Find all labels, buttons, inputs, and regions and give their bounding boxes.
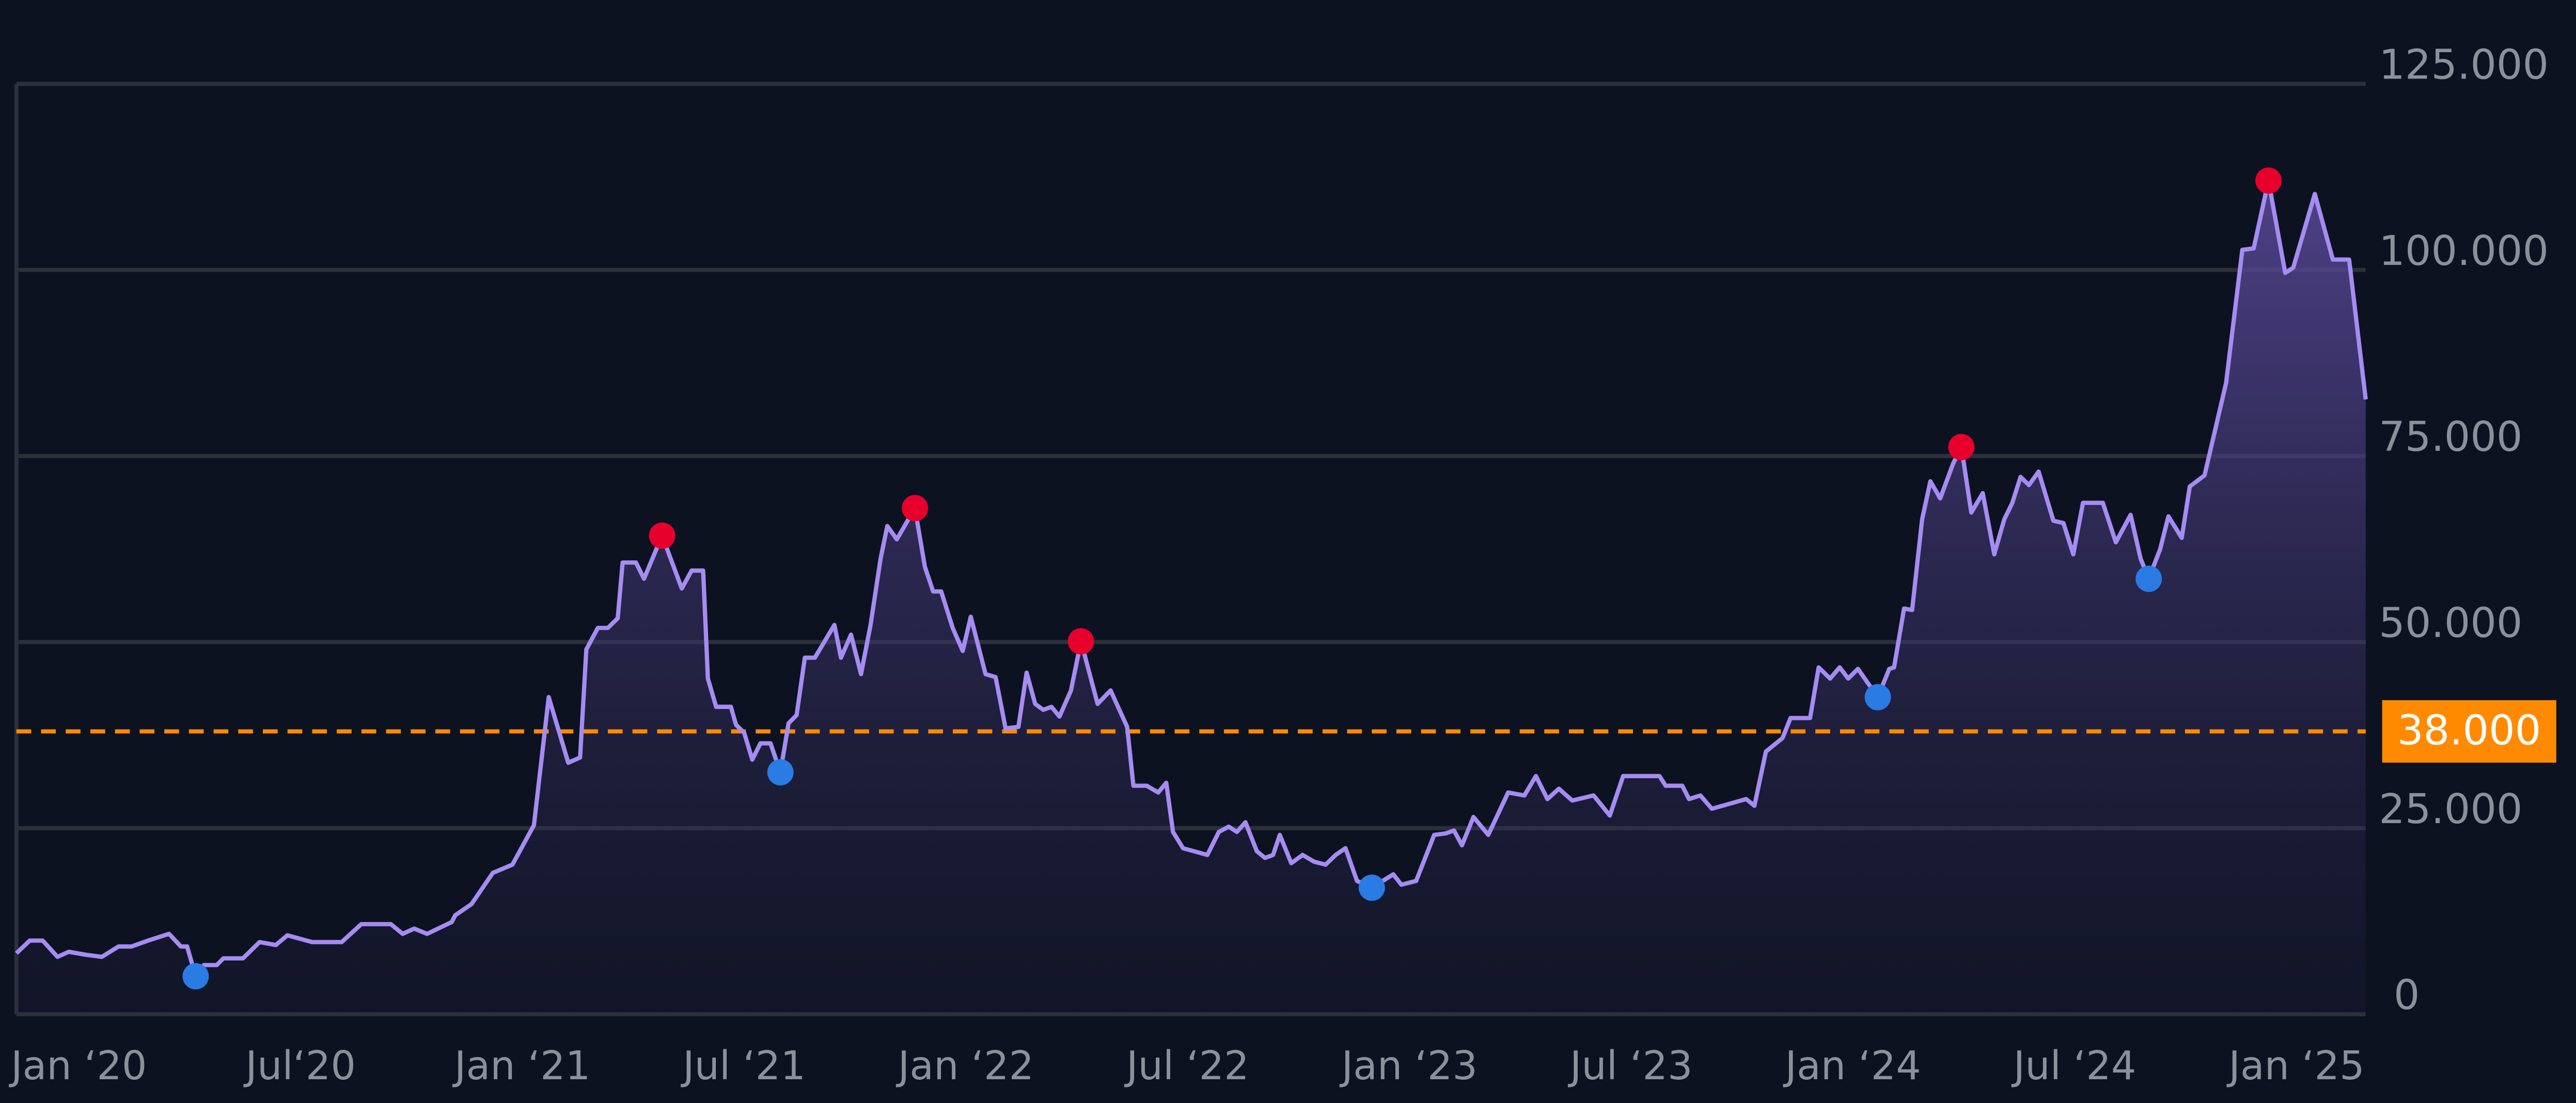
x-tick-label: Jul‘20 xyxy=(243,1043,356,1089)
x-tick-label: Jul ‘24 xyxy=(2012,1043,2137,1089)
y-tick-label: 0 xyxy=(2394,971,2420,1019)
peak-marker xyxy=(902,495,929,522)
x-tick-label: Jul ‘22 xyxy=(1124,1043,1249,1089)
x-tick-label: Jan ‘25 xyxy=(2226,1043,2364,1089)
y-tick-label: 125.000 xyxy=(2379,40,2549,88)
y-tick-label: 25.000 xyxy=(2379,785,2522,833)
trough-marker xyxy=(767,759,794,786)
x-tick-label: Jul ‘23 xyxy=(1568,1043,1693,1089)
trough-marker xyxy=(1864,684,1891,711)
peak-marker xyxy=(649,522,676,549)
reference-label: 38.000 xyxy=(2397,706,2541,754)
peak-marker xyxy=(2255,167,2282,194)
x-tick-label: Jan ‘24 xyxy=(1783,1043,1921,1089)
x-tick-label: Jan ‘20 xyxy=(9,1043,147,1089)
x-tick-label: Jan ‘23 xyxy=(1340,1043,1478,1089)
x-tick-label: Jul ‘21 xyxy=(681,1043,806,1089)
x-tick-label: Jan ‘21 xyxy=(452,1043,590,1089)
y-tick-label: 100.000 xyxy=(2379,227,2549,275)
reference-label-box xyxy=(2382,700,2556,763)
price-line xyxy=(14,178,2368,979)
y-tick-label: 75.000 xyxy=(2379,413,2522,461)
peak-marker xyxy=(1948,434,1975,461)
trough-marker xyxy=(182,963,209,990)
peak-marker xyxy=(1067,628,1094,655)
area-fill xyxy=(16,180,2366,1015)
trough-marker xyxy=(1358,874,1385,901)
x-tick-label: Jan ‘22 xyxy=(896,1043,1034,1089)
trough-marker xyxy=(2135,565,2162,592)
y-tick-label: 50.000 xyxy=(2379,599,2522,647)
